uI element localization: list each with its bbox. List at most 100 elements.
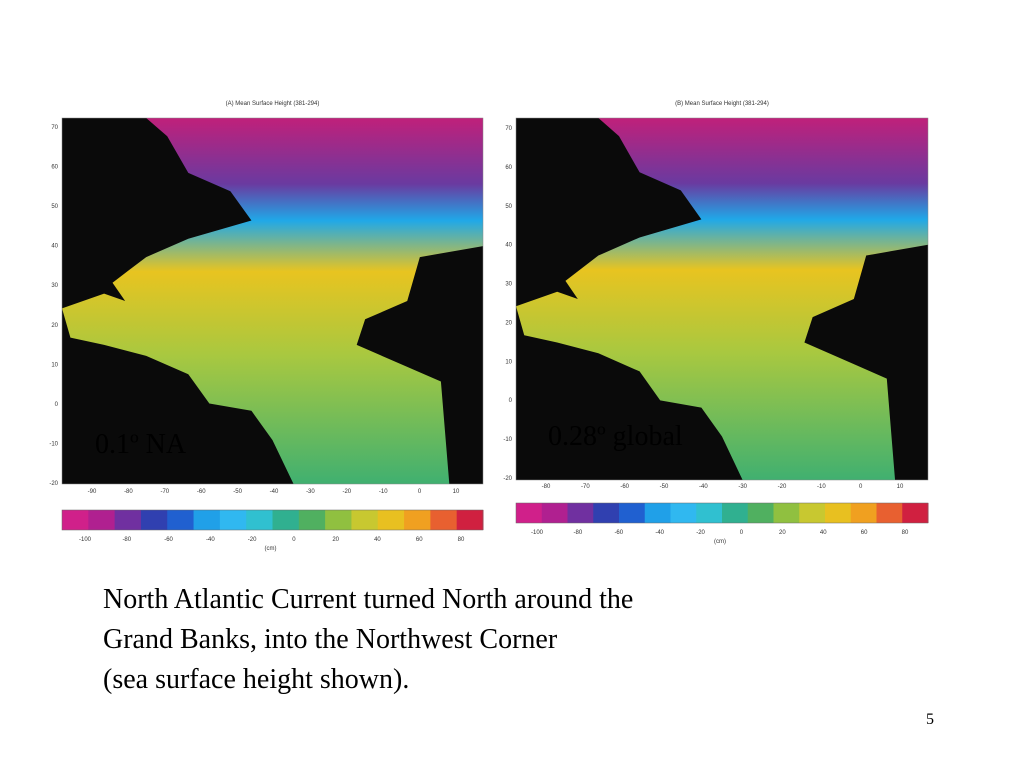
colorbar-segment: [670, 503, 697, 523]
lat-tick-label: 10: [505, 359, 512, 365]
lon-tick-label: 10: [897, 484, 904, 490]
map-frame: [515, 117, 929, 481]
colorbar-tick-label: 20: [779, 530, 786, 536]
caption-line: (sea surface height shown).: [103, 664, 409, 695]
lat-tick-label: 20: [505, 320, 512, 326]
lat-tick-label: 40: [51, 244, 58, 250]
page-number: 5: [926, 711, 934, 728]
colorbar-tick-label: 40: [374, 537, 381, 543]
colorbar-tick-label: 60: [416, 537, 423, 543]
lon-tick-label: -60: [197, 489, 206, 495]
colorbar-segment: [567, 503, 594, 523]
colorbar-segment: [644, 503, 671, 523]
lon-tick-label: -70: [160, 489, 169, 495]
colorbar-segment: [62, 510, 89, 530]
lat-tick-label: 60: [51, 165, 58, 171]
colorbar-tick-label: -60: [164, 537, 173, 543]
lon-tick-label: -80: [542, 484, 551, 490]
lat-tick-label: 0: [55, 402, 59, 408]
colorbar-tick-label: -20: [696, 530, 705, 536]
colorbar-tick-label: -20: [248, 537, 257, 543]
lon-tick-label: -70: [581, 484, 590, 490]
lon-tick-label: -10: [379, 489, 388, 495]
colorbar-unit: (cm): [265, 546, 277, 552]
lon-tick-label: -20: [778, 484, 787, 490]
lat-tick-label: 30: [51, 283, 58, 289]
colorbar-segment: [246, 510, 273, 530]
colorbar-tick-label: 20: [332, 537, 339, 543]
caption-line: Grand Banks, into the Northwest Corner: [103, 624, 558, 655]
colorbar-segment: [825, 503, 852, 523]
lat-tick-label: 10: [51, 362, 58, 368]
lat-tick-label: -10: [503, 437, 512, 443]
colorbar-segment: [593, 503, 620, 523]
lat-tick-label: 50: [505, 204, 512, 210]
colorbar-segment: [456, 510, 484, 530]
lat-tick-label: 40: [505, 243, 512, 249]
colorbar-segment: [114, 510, 142, 530]
lon-tick-label: -10: [817, 484, 826, 490]
colorbar-tick-label: -40: [655, 530, 664, 536]
lat-tick-label: 20: [51, 323, 58, 329]
colorbar-tick-label: -100: [79, 537, 92, 543]
lat-tick-label: 70: [51, 125, 58, 131]
colorbar-segment: [219, 510, 247, 530]
colorbar-tick-label: -60: [614, 530, 623, 536]
colorbar-frame: [61, 509, 484, 531]
panel-title: (A) Mean Surface Height (381-294): [226, 101, 320, 107]
colorbar-tick-label: -40: [206, 537, 215, 543]
colorbar-segment: [876, 503, 903, 523]
lon-tick-label: -90: [88, 489, 97, 495]
colorbar-tick-label: 60: [861, 530, 868, 536]
lon-tick-label: -30: [738, 484, 747, 490]
lat-tick-label: 60: [505, 165, 512, 171]
lon-tick-label: -20: [342, 489, 351, 495]
resolution-label: 0.1º NA: [95, 429, 187, 460]
colorbar-tick-label: 80: [902, 530, 909, 536]
lon-tick-label: -40: [270, 489, 279, 495]
colorbar-segment: [88, 510, 116, 530]
colorbar-segment: [619, 503, 646, 523]
colorbar-segment: [298, 510, 326, 530]
colorbar-segment: [696, 503, 723, 523]
colorbar-segment: [193, 510, 221, 530]
colorbar-segment: [902, 503, 929, 523]
lon-tick-label: -80: [124, 489, 133, 495]
lat-tick-label: 30: [505, 282, 512, 288]
colorbar-segment: [167, 510, 195, 530]
colorbar-segment: [799, 503, 826, 523]
lon-tick-label: -30: [306, 489, 315, 495]
lat-tick-label: 70: [505, 126, 512, 132]
colorbar-segment: [272, 510, 300, 530]
map-ocean: [62, 118, 483, 484]
lon-tick-label: -50: [660, 484, 669, 490]
lat-tick-label: 50: [51, 204, 58, 210]
lat-tick-label: -10: [49, 441, 58, 447]
colorbar-segment: [541, 503, 568, 523]
lon-tick-label: -40: [699, 484, 708, 490]
panel-title: (B) Mean Surface Height (381-294): [675, 101, 769, 107]
map-ocean: [516, 118, 928, 480]
lat-tick-label: -20: [49, 481, 58, 487]
colorbar-segment: [325, 510, 352, 530]
lon-tick-label: 0: [418, 489, 422, 495]
lon-tick-label: -60: [620, 484, 629, 490]
colorbar-segment: [351, 510, 379, 530]
colorbar-segment: [140, 510, 168, 530]
colorbar-segment: [516, 503, 543, 523]
lon-tick-label: -50: [233, 489, 242, 495]
colorbar-tick-label: -100: [531, 530, 544, 536]
colorbar-segment: [404, 510, 431, 530]
colorbar-frame: [515, 502, 929, 524]
map-frame: [61, 117, 484, 485]
colorbar-segment: [722, 503, 749, 523]
colorbar-segment: [430, 510, 458, 530]
colorbar-segment: [377, 510, 405, 530]
colorbar-tick-label: -80: [574, 530, 583, 536]
colorbar-tick-label: 0: [292, 537, 296, 543]
lat-tick-label: -20: [503, 476, 512, 482]
colorbar-tick-label: 0: [740, 530, 744, 536]
colorbar-segment: [773, 503, 800, 523]
colorbar-segment: [850, 503, 877, 523]
